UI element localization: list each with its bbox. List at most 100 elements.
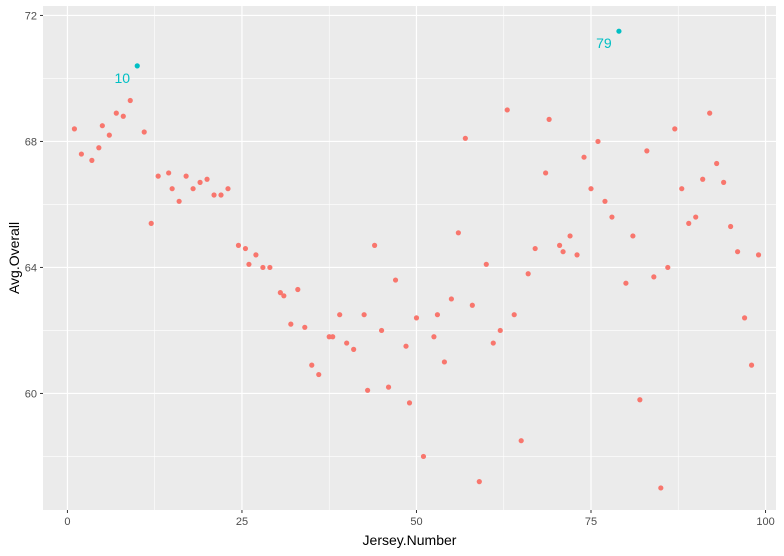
data-point bbox=[385, 384, 392, 390]
data-point bbox=[225, 186, 231, 192]
data-point bbox=[483, 261, 489, 267]
data-point bbox=[316, 371, 322, 378]
point-label: 79 bbox=[596, 35, 612, 51]
data-point bbox=[581, 154, 587, 160]
data-point bbox=[106, 132, 112, 138]
data-point bbox=[148, 220, 154, 226]
y-axis-title: Avg.Overall bbox=[6, 222, 22, 294]
data-point bbox=[630, 233, 636, 239]
data-point bbox=[183, 173, 189, 179]
data-point bbox=[679, 186, 685, 192]
x-tick-label: 50 bbox=[410, 516, 422, 528]
data-point bbox=[337, 312, 343, 318]
data-point bbox=[361, 312, 367, 318]
data-point bbox=[302, 324, 308, 330]
data-point bbox=[644, 148, 650, 154]
x-axis-ticks: 0 25 50 75 100 bbox=[64, 510, 775, 528]
minor-gridlines bbox=[43, 6, 776, 510]
point-label: 10 bbox=[114, 70, 130, 86]
data-point bbox=[525, 271, 531, 277]
data-point bbox=[546, 116, 552, 122]
data-point bbox=[176, 198, 182, 204]
data-point bbox=[665, 264, 671, 271]
data-point bbox=[602, 198, 608, 204]
data-point bbox=[616, 28, 622, 34]
data-point bbox=[532, 245, 538, 252]
data-point bbox=[462, 135, 468, 141]
x-tick-label: 25 bbox=[236, 516, 248, 528]
data-point bbox=[295, 286, 301, 293]
data-point bbox=[476, 479, 482, 485]
data-point bbox=[693, 214, 699, 220]
data-point bbox=[127, 97, 133, 104]
data-point bbox=[403, 343, 409, 349]
data-point bbox=[392, 277, 399, 283]
data-point bbox=[431, 334, 437, 340]
data-point bbox=[267, 264, 273, 271]
data-point bbox=[420, 453, 427, 460]
data-point bbox=[511, 312, 517, 318]
data-point bbox=[588, 186, 594, 192]
data-point bbox=[755, 252, 762, 258]
data-point bbox=[246, 261, 252, 267]
x-tick-label: 75 bbox=[585, 516, 597, 528]
major-gridlines bbox=[43, 6, 776, 510]
y-tick-label: 60 bbox=[25, 388, 37, 400]
data-point bbox=[242, 245, 249, 252]
data-point bbox=[155, 173, 161, 179]
data-point bbox=[120, 113, 126, 119]
data-point bbox=[78, 151, 84, 157]
data-point bbox=[344, 340, 350, 346]
data-point bbox=[735, 249, 741, 255]
data-point bbox=[707, 110, 713, 116]
data-point bbox=[281, 293, 287, 299]
data-point bbox=[96, 145, 102, 151]
data-point bbox=[721, 179, 727, 185]
data-point bbox=[434, 312, 441, 318]
data-point bbox=[518, 438, 524, 444]
data-point bbox=[741, 315, 748, 321]
data-point bbox=[441, 359, 448, 365]
data-point bbox=[309, 362, 315, 368]
data-point bbox=[714, 160, 720, 167]
data-point bbox=[169, 186, 175, 192]
data-point bbox=[235, 242, 242, 248]
data-point bbox=[567, 233, 573, 239]
data-point bbox=[406, 400, 413, 406]
data-point bbox=[637, 397, 643, 403]
data-point bbox=[623, 280, 629, 286]
data-point bbox=[365, 387, 371, 393]
data-point bbox=[277, 290, 283, 296]
data-point bbox=[556, 242, 563, 248]
data-point bbox=[113, 110, 119, 116]
data-point bbox=[490, 340, 496, 346]
data-point bbox=[658, 485, 664, 491]
data-point bbox=[504, 107, 510, 113]
data-point bbox=[378, 327, 385, 334]
data-point bbox=[700, 176, 706, 182]
data-point bbox=[141, 129, 147, 135]
data-point bbox=[497, 327, 503, 334]
data-point bbox=[166, 170, 172, 176]
data-point bbox=[197, 179, 203, 185]
y-tick-label: 68 bbox=[25, 136, 37, 148]
data-point bbox=[288, 321, 294, 327]
x-axis-title: Jersey.Number bbox=[363, 532, 457, 548]
data-point bbox=[595, 138, 601, 145]
data-point bbox=[574, 252, 580, 258]
data-point bbox=[672, 126, 678, 132]
data-point bbox=[218, 192, 224, 198]
x-tick-label: 0 bbox=[64, 516, 70, 528]
data-point bbox=[543, 170, 549, 176]
data-point bbox=[211, 192, 217, 198]
data-point bbox=[413, 315, 420, 321]
x-tick-label: 100 bbox=[756, 516, 774, 528]
data-point bbox=[448, 296, 454, 302]
data-points bbox=[71, 28, 762, 491]
data-point bbox=[609, 214, 615, 220]
data-point bbox=[260, 264, 266, 271]
data-point bbox=[728, 223, 734, 230]
data-point bbox=[204, 176, 210, 182]
y-axis-ticks: 60 64 68 72 bbox=[25, 10, 43, 400]
